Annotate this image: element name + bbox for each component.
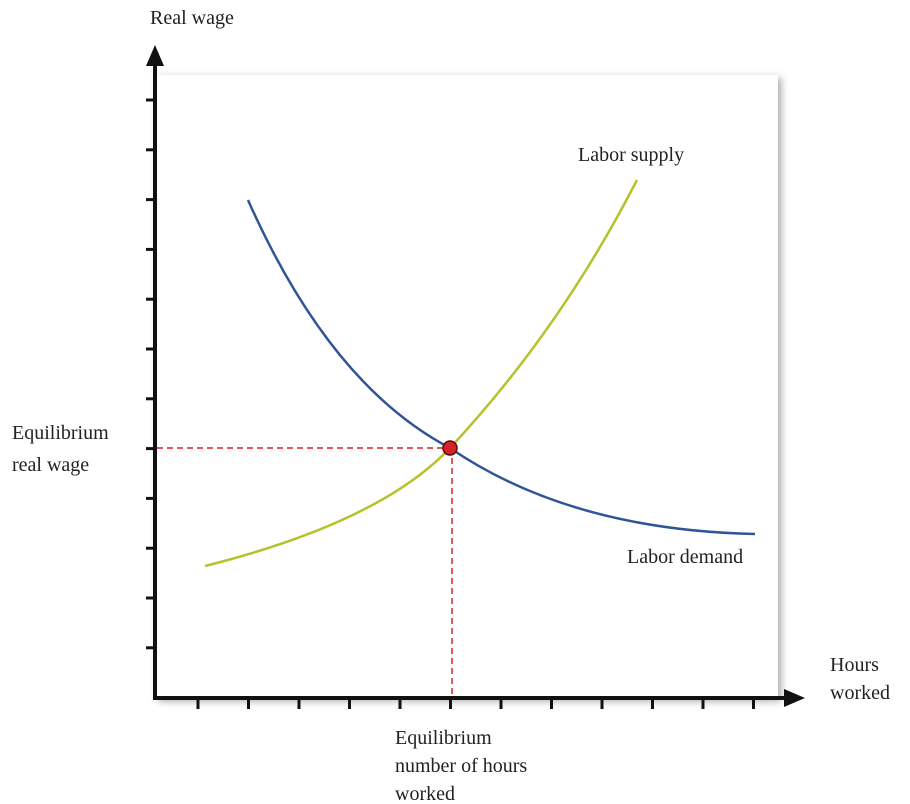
hours-label: number of hours [395, 755, 527, 777]
panel [155, 75, 778, 698]
supply-label: Labor supply [578, 144, 684, 166]
demand-label: Labor demand [627, 546, 743, 568]
y-arrow [146, 45, 164, 66]
hours-label: worked [395, 783, 455, 804]
wage-label: Equilibrium [12, 422, 109, 444]
x-arrow [784, 689, 805, 707]
y-axis-label: Real wage [150, 7, 234, 29]
x-axis-label: Hours [830, 654, 879, 676]
x-axis-label: worked [830, 682, 890, 704]
hours-label: Equilibrium [395, 727, 492, 749]
equilibrium-point [442, 440, 458, 456]
wage-label: real wage [12, 454, 89, 476]
